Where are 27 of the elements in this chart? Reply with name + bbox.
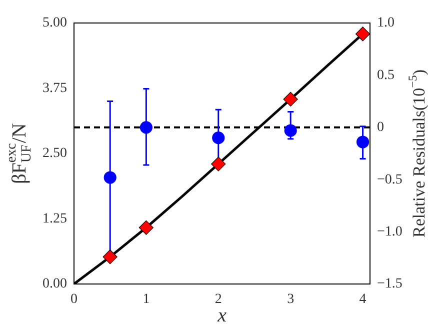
y2-tick-label: −1.5 <box>377 276 402 292</box>
y2-tick-label: 1.0 <box>377 16 394 31</box>
y-tick-label: 5.00 <box>42 16 67 31</box>
y2-tick-label: 0 <box>377 120 384 136</box>
point <box>212 132 225 144</box>
point <box>140 121 152 134</box>
y2-tick-label: −1.0 <box>377 224 402 240</box>
point <box>104 171 116 184</box>
y-tick-label: 0.00 <box>42 276 67 292</box>
y-axis-title: βFexcUF/N <box>4 123 35 184</box>
point <box>102 250 118 264</box>
point <box>356 136 370 148</box>
point <box>284 124 297 137</box>
point <box>211 156 226 172</box>
y-tick-label: 2.50 <box>42 146 67 162</box>
x-tick-label: 0 <box>70 292 78 308</box>
point <box>138 220 154 235</box>
y2-axis-title: Relative Residuals(10−5) <box>405 70 428 238</box>
y2-tick-label: 0.5 <box>377 68 394 83</box>
y-tick-label: 1.25 <box>42 211 67 226</box>
y-tick-label: 3.75 <box>42 80 67 96</box>
point <box>355 26 370 42</box>
x-tick-label: 3 <box>287 292 294 308</box>
x-tick-label: 1 <box>142 292 150 308</box>
x-tick-label: 4 <box>359 292 366 308</box>
point <box>283 92 298 107</box>
y2-tick-label: −0.5 <box>377 172 402 188</box>
